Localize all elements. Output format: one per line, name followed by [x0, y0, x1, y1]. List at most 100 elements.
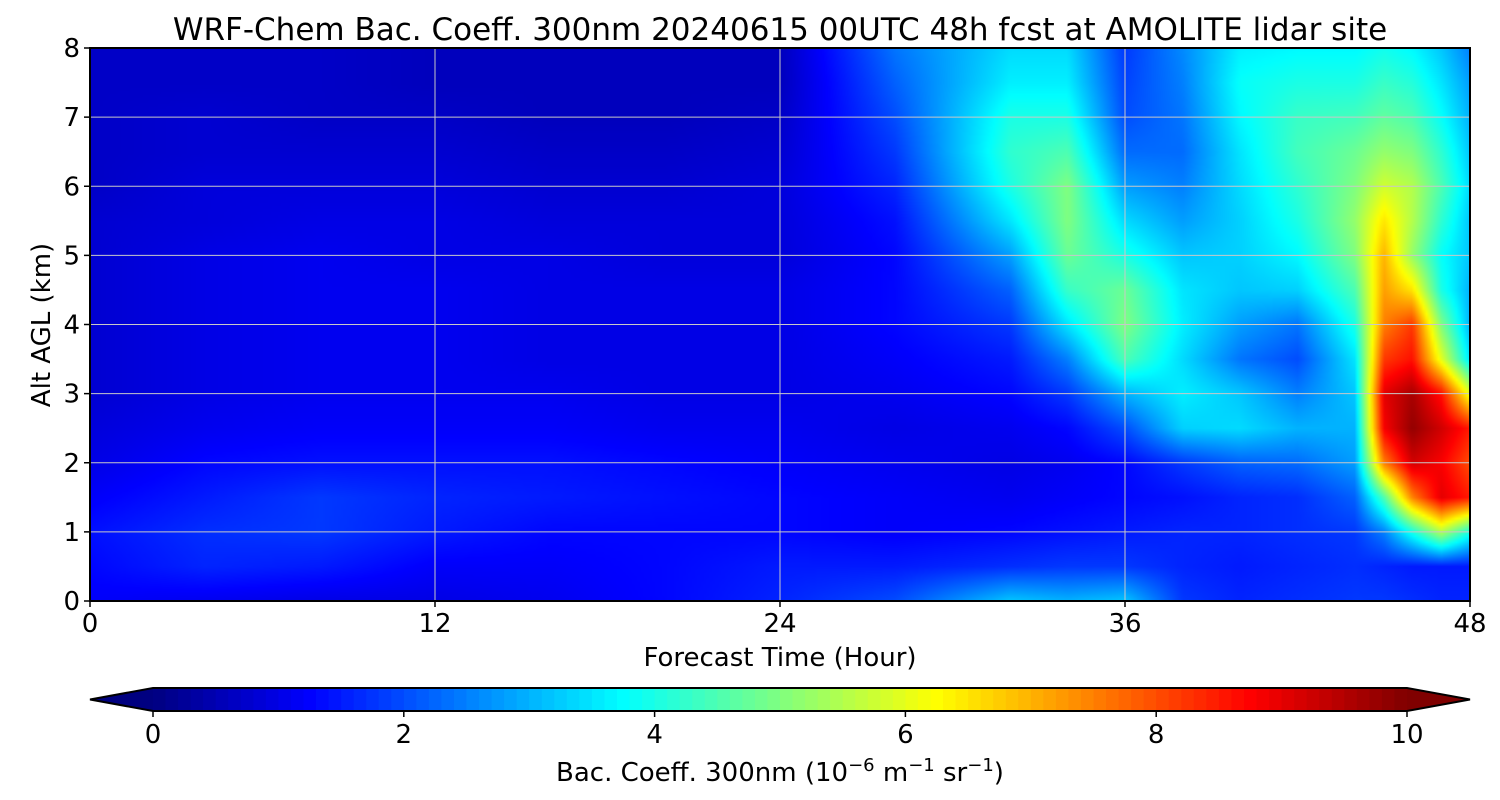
- colorbar-tick-label: 2: [396, 720, 413, 750]
- x-axis-ticks: 0 12 24 36 48: [82, 601, 1487, 639]
- colorbar-segment: [1256, 688, 1270, 711]
- colorbar-segment: [516, 688, 530, 711]
- colorbar-segment: [892, 688, 906, 711]
- colorbar-segment: [667, 688, 681, 711]
- colorbar-segment: [1394, 688, 1408, 711]
- colorbar-segment: [491, 688, 505, 711]
- colorbar-segment: [993, 688, 1007, 711]
- colorbar-segment: [905, 688, 919, 711]
- colorbar-segment: [742, 688, 756, 711]
- colorbar-segment: [416, 688, 430, 711]
- colorbar-segment: [1043, 688, 1057, 711]
- colorbar-segment: [240, 688, 254, 711]
- colorbar-segment: [453, 688, 468, 711]
- colorbar-segment: [341, 688, 355, 711]
- colorbar-segment: [943, 688, 957, 711]
- colorbar-segment: [178, 688, 192, 711]
- colorbar-segment: [441, 688, 455, 711]
- colorbar-segment: [1181, 688, 1195, 711]
- colorbar-segment: [867, 688, 881, 711]
- colorbar-segment: [504, 688, 518, 711]
- colorbar-segment: [1068, 688, 1082, 711]
- colorbar-extend-max: [1407, 688, 1470, 711]
- y-tick-label: 5: [63, 241, 80, 271]
- colorbar-segment: [830, 688, 844, 711]
- x-tick-label: 36: [1108, 609, 1141, 639]
- colorbar-segment: [1118, 688, 1132, 711]
- colorbar-segment: [1344, 688, 1358, 711]
- y-tick-label: 0: [63, 587, 80, 617]
- colorbar: [89, 687, 1471, 712]
- y-tick-label: 3: [63, 380, 80, 410]
- colorbar-segment: [855, 688, 869, 711]
- colorbar-segment: [1356, 688, 1370, 711]
- colorbar-segment: [591, 688, 606, 711]
- colorbar-segment: [403, 688, 417, 711]
- colorbar-segment: [1306, 688, 1320, 711]
- colorbar-segment: [968, 688, 982, 711]
- colorbar-segment: [428, 688, 443, 711]
- colorbar-segment: [917, 688, 932, 711]
- colorbar-segment: [1093, 688, 1107, 711]
- colorbar-segment: [303, 688, 317, 711]
- colorbar-segment: [1143, 688, 1157, 711]
- colorbar-segment: [290, 688, 305, 711]
- colorbar-segment: [328, 688, 342, 711]
- colorbar-segment: [930, 688, 944, 711]
- colorbar-segment: [679, 688, 693, 711]
- y-axis-ticks: 0 1 2 3 4 5 6 7 8: [63, 34, 90, 617]
- colorbar-segment: [1206, 688, 1220, 711]
- colorbar-segment: [754, 688, 769, 711]
- colorbar-segment: [704, 688, 718, 711]
- x-tick-label: 12: [418, 609, 451, 639]
- colorbar-segment: [228, 688, 242, 711]
- colorbar-segment: [729, 688, 743, 711]
- colorbar-segment: [1281, 688, 1295, 711]
- colorbar-segment: [1018, 688, 1032, 711]
- colorbar-segment: [629, 688, 643, 711]
- colorbar-segment: [278, 688, 292, 711]
- colorbar-segment: [479, 688, 493, 711]
- colorbar-tick-label: 8: [1148, 720, 1165, 750]
- y-tick-label: 8: [63, 34, 80, 64]
- colorbar-segment: [980, 688, 994, 711]
- colorbar-segment: [717, 688, 731, 711]
- colorbar-segment: [955, 688, 969, 711]
- colorbar-segment: [190, 688, 204, 711]
- colorbar-segment: [391, 688, 405, 711]
- colorbar-segment: [604, 688, 618, 711]
- y-tick-label: 7: [63, 103, 80, 133]
- colorbar-segment: [1319, 688, 1333, 711]
- colorbar-segment: [466, 688, 480, 711]
- colorbar-segment: [767, 688, 781, 711]
- colorbar-ticks: 0 2 4 6 8 10: [145, 711, 1424, 750]
- colorbar-tick-label: 0: [145, 720, 162, 750]
- colorbar-segment: [654, 688, 668, 711]
- colorbar-segment: [353, 688, 367, 711]
- colorbar-segment: [1168, 688, 1182, 711]
- colorbar-segment: [842, 688, 856, 711]
- colorbar-extend-min: [90, 688, 153, 711]
- colorbar-segment: [1218, 688, 1233, 711]
- colorbar-segment: [378, 688, 392, 711]
- colorbar-segment: [316, 688, 330, 711]
- colorbar-segment: [1005, 688, 1019, 711]
- colorbar-segment: [805, 688, 819, 711]
- colorbar-segment: [265, 688, 279, 711]
- colorbar-label: Bac. Coeff. 300nm (10−6 m−1 sr−1): [556, 755, 1004, 788]
- y-axis-label: Alt AGL (km): [27, 243, 57, 407]
- colorbar-segment: [1193, 688, 1207, 711]
- colorbar-segment: [1381, 688, 1396, 711]
- colorbar-segment: [780, 688, 794, 711]
- colorbar-segment: [529, 688, 543, 711]
- x-tick-label: 0: [82, 609, 99, 639]
- colorbar-segment: [1231, 688, 1245, 711]
- colorbar-segment: [1243, 688, 1258, 711]
- y-tick-label: 6: [63, 172, 80, 202]
- colorbar-segment: [1369, 688, 1383, 711]
- colorbar-tick-label: 10: [1390, 720, 1423, 750]
- colorbar-tick-label: 6: [897, 720, 914, 750]
- colorbar-segment: [792, 688, 806, 711]
- colorbar-segment: [554, 688, 568, 711]
